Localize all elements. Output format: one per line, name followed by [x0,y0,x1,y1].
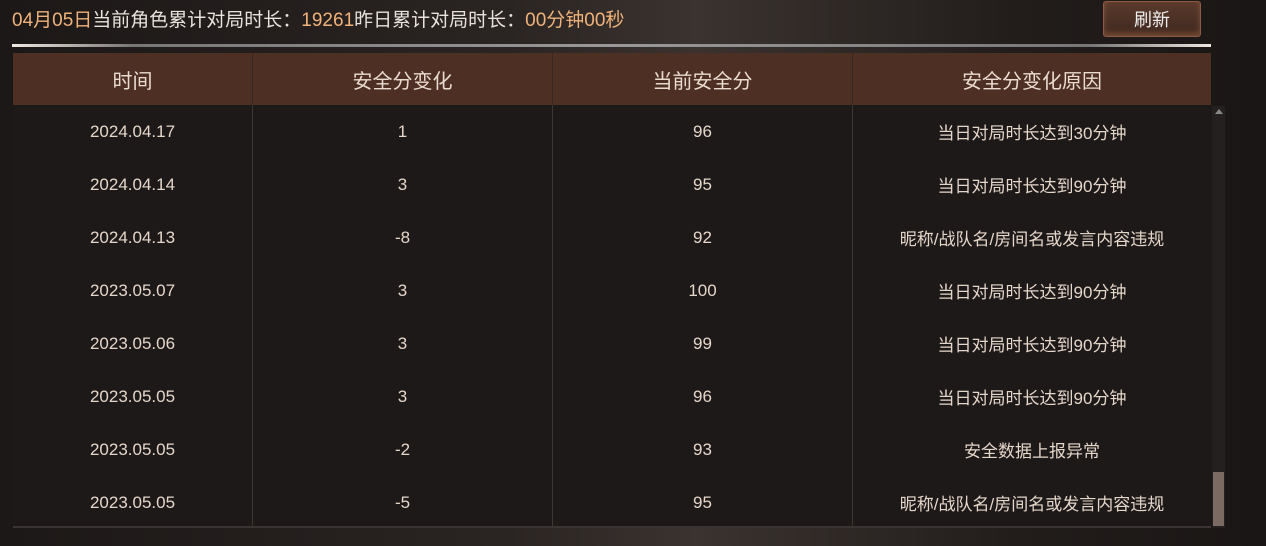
total-time-value: 19261 [301,10,355,31]
cell-reason: 安全数据上报异常 [964,442,1100,461]
scrollbar-thumb[interactable] [1213,472,1224,526]
cell-reason: 昵称/战队名/房间名或发言内容违规 [899,495,1165,514]
refresh-button[interactable]: 刷新 [1103,1,1201,37]
cell-reason: 当日对局时长达到30分钟 [937,124,1127,143]
cell-time: 2023.05.05 [13,423,253,476]
cell-score: 93 [553,423,853,476]
column-header-score: 当前安全分 [553,53,853,105]
cell-change: 3 [253,370,553,423]
cell-score: 100 [553,264,853,317]
scroll-up-icon[interactable] [1215,109,1223,114]
cell-time: 2023.05.05 [13,370,253,423]
table-row: 2024.04.13 -8 92 昵称/战队名/房间名或发言内容违规 [13,211,1211,264]
cell-time: 2024.04.14 [13,158,253,211]
current-date: 04月05日 [12,10,93,31]
cell-score: 95 [553,476,853,526]
table-row: 2023.05.05 3 96 当日对局时长达到90分钟 [13,370,1211,423]
table-row: 2024.04.14 3 95 当日对局时长达到90分钟 [13,158,1211,211]
cell-reason: 昵称/战队名/房间名或发言内容违规 [899,230,1165,249]
cell-change: 3 [253,158,553,211]
cell-change: -5 [253,476,553,526]
safety-score-table: 时间 安全分变化 当前安全分 安全分变化原因 2024.04.17 1 96 当日对局… [13,53,1211,528]
cell-reason: 当日对局时长达到90分钟 [937,283,1127,302]
column-header-reason: 安全分变化原因 [962,70,1102,93]
cell-time: 2023.05.05 [13,476,253,526]
cell-change: 1 [253,105,553,158]
cell-reason: 当日对局时长达到90分钟 [937,336,1127,355]
cell-score: 95 [553,158,853,211]
cell-score: 96 [553,105,853,158]
scrollbar[interactable] [1212,106,1225,528]
yesterday-time-value: 00分钟00秒 [525,10,625,31]
cell-change: -8 [253,211,553,264]
table-row: 2023.05.05 -2 93 安全数据上报异常 [13,423,1211,476]
cell-change: 3 [253,317,553,370]
cell-time: 2024.04.13 [13,211,253,264]
cell-change: 3 [253,264,553,317]
table-row: 2023.05.05 -5 95 昵称/战队名/房间名或发言内容违规 [13,476,1211,526]
yesterday-time-label: 昨日累计对局时长： [354,10,526,31]
cell-reason: 当日对局时长达到90分钟 [937,389,1127,408]
column-header-time: 时间 [13,53,253,105]
cell-time: 2024.04.17 [13,105,253,158]
table-row: 2023.05.06 3 99 当日对局时长达到90分钟 [13,317,1211,370]
cell-score: 96 [553,370,853,423]
cell-change: -2 [253,423,553,476]
column-header-change: 安全分变化 [253,53,553,105]
table-row: 2024.04.17 1 96 当日对局时长达到30分钟 [13,105,1211,158]
table-header: 时间 安全分变化 当前安全分 安全分变化原因 [13,53,1211,105]
total-time-label: 当前角色累计对局时长： [92,10,302,31]
cell-score: 99 [553,317,853,370]
cell-score: 92 [553,211,853,264]
cell-reason: 当日对局时长达到90分钟 [937,177,1127,196]
divider [12,44,1211,47]
cell-time: 2023.05.07 [13,264,253,317]
play-time-summary: 04月05日当前角色累计对局时长：19261昨日累计对局时长：00分钟00秒 [12,8,624,34]
cell-time: 2023.05.06 [13,317,253,370]
table-row: 2023.05.07 3 100 当日对局时长达到90分钟 [13,264,1211,317]
